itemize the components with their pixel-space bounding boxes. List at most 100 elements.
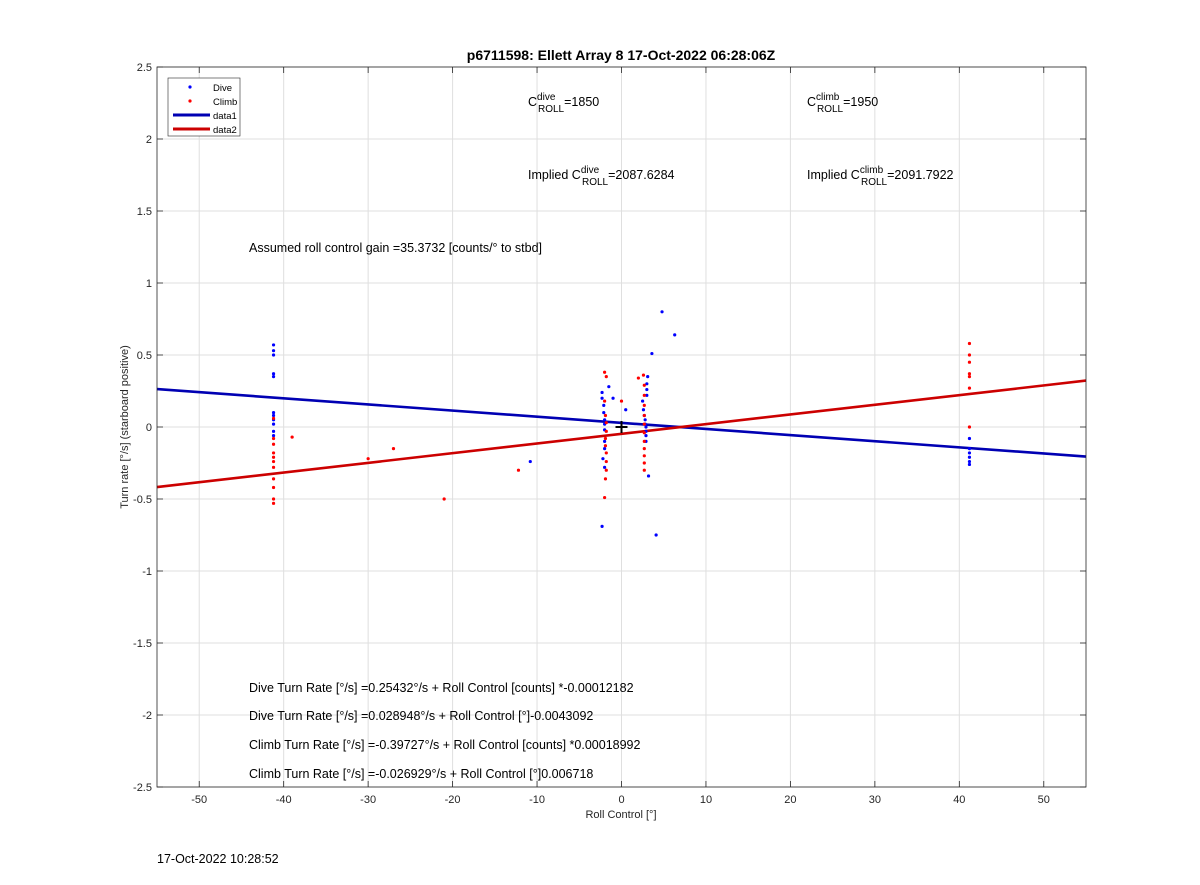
dive-point [603,439,607,443]
x-tick-label: 30 [869,794,881,806]
dive-point [660,310,664,314]
x-tick-label: 10 [700,794,712,806]
climb-point [641,373,646,377]
climb-point [442,497,446,501]
climb-point [271,465,276,469]
dive-point [271,422,276,426]
climb-point [271,501,276,505]
y-tick-label: 2 [146,134,152,146]
climb-point [642,413,646,418]
x-tick-label: -10 [529,794,545,806]
dive-point [607,385,611,389]
climb-point [642,447,646,451]
climb-point [271,455,276,459]
c-roll-dive-annotation: Cdive ROLL=1850 [528,92,599,115]
dive-point [603,447,607,451]
climb-point [636,376,640,380]
legend-climb-label: Climb [213,97,237,108]
dive-point [528,459,532,464]
dive-point [271,411,276,415]
legend-dive-marker [188,85,192,89]
climb-point [642,461,646,465]
origin-marker [615,421,628,433]
dive-point [967,451,972,455]
roll-gain-annotation: Assumed roll control gain =35.3732 [coun… [249,241,542,255]
climb-point [604,421,608,425]
y-axis-label: Turn rate [°/s] (starboard positive) [119,345,131,509]
climb-point [967,360,972,364]
legend: Dive Climb data1 data2 [167,77,241,137]
y-tick-label: -2 [142,710,152,722]
climb-point [642,422,646,426]
climb-point [604,468,608,472]
dive-point [641,399,645,403]
dive-point [271,434,276,438]
dive-point [650,351,654,356]
y-tick-label: -2.5 [133,782,152,794]
x-tick-label: 40 [953,794,965,806]
axis-ticks: -50 -40 -30 -20 -10 0 10 20 30 40 50-2.5-2-1.5-1-0… [133,62,1086,806]
legend-dive-label: Dive [213,83,232,94]
dive-point [600,396,604,400]
climb-point [642,403,646,407]
climb-point [967,375,972,379]
data2-fit-line [156,379,1087,489]
climb-point [271,459,276,464]
climb-point [967,372,972,376]
dive-point [603,465,607,469]
y-tick-label: 1 [146,278,152,290]
x-tick-label: -50 [191,794,207,806]
climb-point [271,497,276,501]
x-tick-label: 50 [1038,794,1050,806]
dive-point [271,375,276,379]
climb-point [271,442,276,446]
climb-point [604,429,608,433]
legend-climb-marker [188,99,192,103]
climb-point [619,399,624,403]
climb-point [271,451,276,455]
dive-point [643,418,647,422]
dive-point [611,396,615,400]
climb-point [642,454,646,458]
dive-point [673,333,677,337]
climb-point [642,393,646,397]
climb-point [967,353,972,357]
dive-point [645,387,649,392]
y-tick-label: 1.5 [137,206,152,218]
x-tick-label: -20 [445,794,461,806]
climb-counts-equation: Climb Turn Rate [°/s] =-0.39727°/s + Rol… [249,738,641,752]
dive-point [967,447,972,451]
climb-degrees-equation: Climb Turn Rate [°/s] =-0.026929°/s + Ro… [249,767,593,781]
dive-point [624,408,628,412]
y-tick-label: 0.5 [137,350,152,362]
dive-point [603,418,607,422]
x-tick-label: -40 [276,794,292,806]
implied-c-roll-dive-annotation: Implied Cdive ROLL=2087.6284 [528,165,675,188]
climb-point [967,341,972,346]
x-tick-label: -30 [360,794,376,806]
dive-point [646,474,651,478]
climb-point [642,383,646,387]
dive-point [271,372,276,376]
climb-point [604,451,608,455]
climb-point [603,444,608,448]
dive-point [645,393,649,397]
climb-point [603,436,608,441]
y-tick-label: 2.5 [137,62,152,74]
dive-point [967,436,972,441]
y-tick-label: 0 [146,422,152,434]
footer-timestamp: 17-Oct-2022 10:28:52 [157,852,279,866]
climb-point [603,495,607,500]
dive-point [600,390,604,395]
climb-point [603,370,607,374]
dive-point [654,533,658,537]
legend-data1-label: data1 [213,111,237,122]
x-tick-label: 0 [618,794,624,806]
data-points [271,310,972,537]
climb-point [271,485,276,490]
climb-point [603,413,608,418]
dive-point [271,429,276,433]
dive-point [602,403,606,407]
climb-point [271,436,276,441]
